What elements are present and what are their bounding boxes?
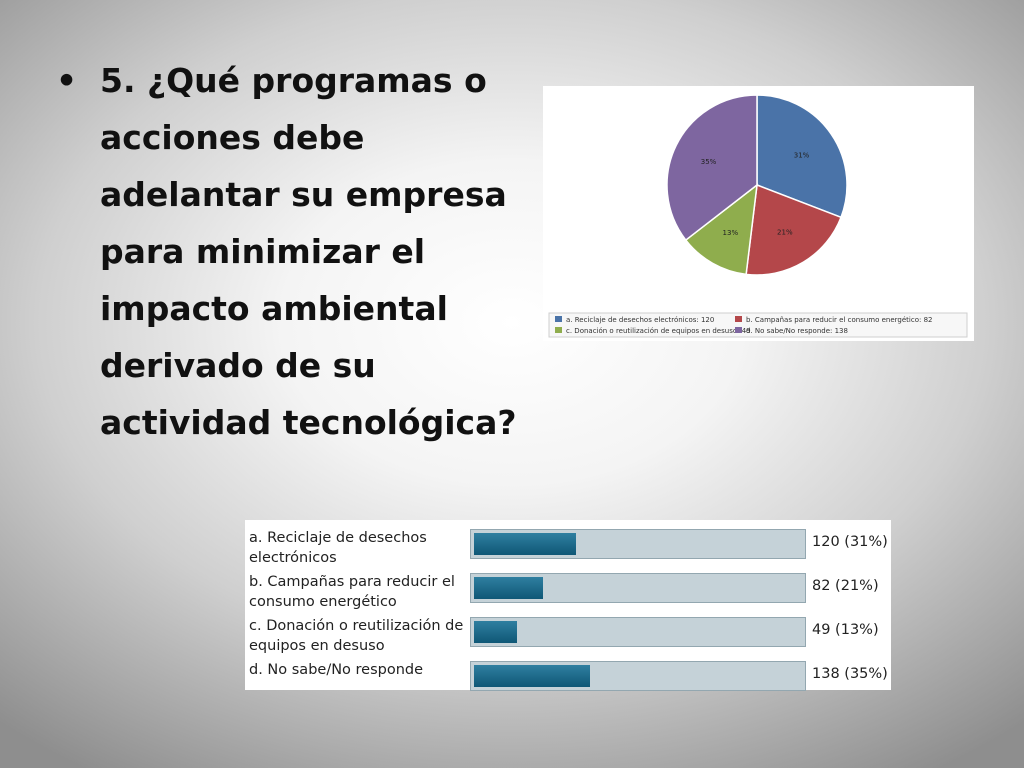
legend-swatch-b (735, 316, 742, 322)
pie-slice-label: 35% (701, 158, 717, 166)
pie-slice-label: 13% (723, 229, 739, 237)
bar-label: d. No sabe/No responde (249, 662, 424, 678)
question-text: 5. ¿Qué programas o acciones debe adelan… (100, 61, 517, 442)
legend-swatch-a (555, 316, 562, 322)
legend-label-b: b. Campañas para reducir el consumo ener… (746, 316, 932, 324)
legend-swatch-d (735, 327, 742, 333)
bullet-dot: • (56, 61, 78, 100)
bar-fill (474, 621, 517, 643)
bar-track (470, 573, 806, 603)
bar-track (470, 617, 806, 647)
bar-chart: a. Reciclaje de desechos electrónicos 12… (245, 520, 891, 691)
pie-slice-label: 31% (794, 151, 810, 159)
legend-label-c: c. Donación o reutilización de equipos e… (566, 327, 751, 335)
bar-fill (474, 577, 544, 599)
bar-row-c: c. Donación o reutilización de equipos e… (245, 612, 891, 654)
bar-fill (474, 533, 577, 555)
legend-label-a: a. Reciclaje de desechos electrónicos: 1… (566, 316, 714, 324)
bar-label: c. Donación o reutilización de equipos e… (249, 618, 464, 654)
question-bullet: • 5. ¿Qué programas o acciones debe adel… (56, 52, 526, 451)
bar-fill (474, 665, 590, 687)
bar-label: a. Reciclaje de desechos electrónicos (249, 530, 427, 566)
pie-legend (548, 312, 968, 338)
pie-slice-label: 21% (777, 228, 793, 236)
bar-value: 138 (35%) (812, 666, 888, 682)
pie-slice-d (666, 94, 758, 242)
bar-row-b: b. Campañas para reducir el consumo ener… (245, 568, 891, 610)
pie-slice-b (745, 183, 842, 276)
bar-track (470, 661, 806, 691)
bar-value: 120 (31%) (812, 534, 888, 550)
pie-slice-c (684, 183, 758, 276)
bar-value: 82 (21%) (812, 578, 879, 594)
bar-value: 49 (13%) (812, 622, 879, 638)
legend-swatch-c (555, 327, 562, 333)
bar-track (470, 529, 806, 559)
bar-row-d: d. No sabe/No responde 138 (35%) (245, 656, 891, 696)
pie-chart: 31% 21% 13% 35% a. Reciclaje de desechos ele… (543, 86, 974, 341)
bar-label: b. Campañas para reducir el consumo ener… (249, 574, 455, 610)
pie-chart-svg: 31% 21% 13% 35% a. Reciclaje de desechos ele… (548, 94, 968, 338)
legend-label-d: d. No sabe/No responde: 138 (746, 327, 848, 335)
pie-slice-a (756, 94, 848, 219)
bar-row-a: a. Reciclaje de desechos electrónicos 12… (245, 524, 891, 566)
